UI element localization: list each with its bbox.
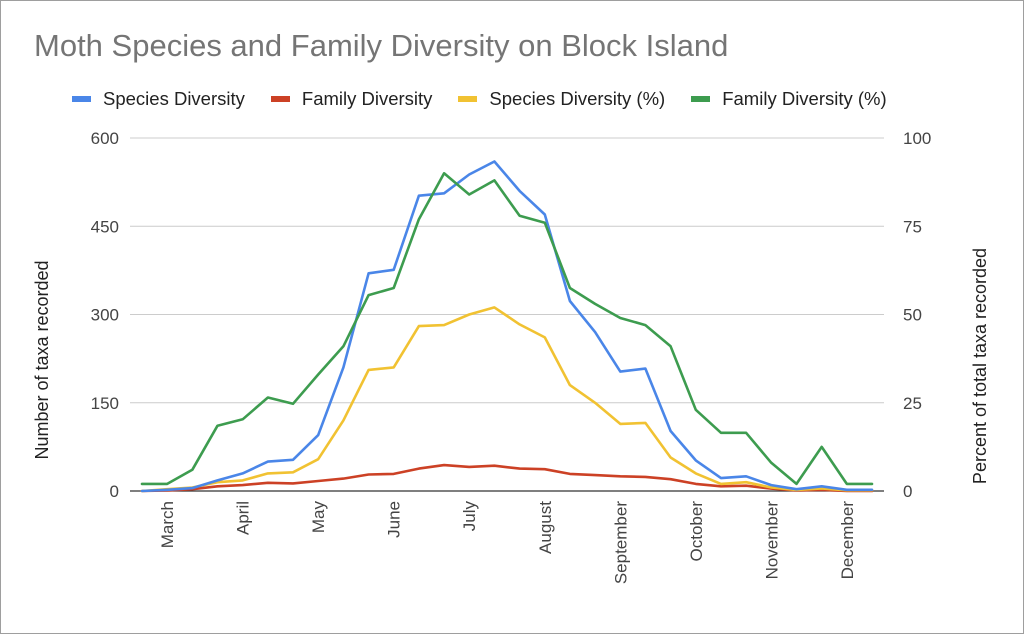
series-line-family-diversity [140, 172, 874, 486]
y-tick-label: 0 [110, 482, 119, 501]
x-tick-label: December [838, 501, 857, 580]
x-tick-label: April [234, 501, 253, 535]
legend-swatch [458, 96, 478, 102]
y-tick-label: 150 [91, 394, 119, 413]
legend-swatch [691, 96, 711, 102]
series-lines [140, 160, 874, 493]
y2-tick-label: 100 [903, 129, 931, 148]
y2-tick-label: 75 [903, 217, 922, 236]
y-tick-label: 600 [91, 129, 119, 148]
gridlines [130, 137, 884, 492]
series-line-species-diversity [140, 306, 874, 493]
chart-title: Moth Species and Family Diversity on Blo… [34, 28, 729, 63]
legend-item-species: Species Diversity [72, 88, 245, 110]
legend-swatch [270, 96, 290, 102]
y-tick-label: 300 [91, 306, 119, 325]
legend-swatch [72, 96, 91, 102]
legend-item-family-pct: Family Diversity (%) [691, 88, 887, 110]
y2-tick-label: 50 [903, 306, 922, 325]
y-axis-title: Number of taxa recorded [32, 260, 52, 459]
legend-label: Species Diversity (%) [489, 88, 666, 109]
legend-label: Family Diversity [301, 88, 433, 109]
x-tick-label: November [762, 501, 781, 580]
y2-axis-title: Percent of total taxa recorded [970, 248, 990, 484]
y2-tick-label: 0 [903, 482, 912, 501]
series-line-family-diversity [140, 463, 874, 493]
x-tick-label: July [460, 501, 479, 532]
x-tick-label: June [385, 501, 404, 538]
legend-item-species-pct: Species Diversity (%) [458, 88, 665, 110]
chart-legend: Species Diversity Family Diversity Speci… [72, 86, 913, 112]
legend-item-family: Family Diversity [270, 88, 433, 110]
y-tick-label: 450 [91, 217, 119, 236]
series-line-species-diversity [140, 160, 874, 493]
y2-tick-label: 25 [903, 394, 922, 413]
x-tick-label: August [536, 501, 555, 554]
legend-label: Family Diversity (%) [722, 88, 887, 109]
axis-ticks: 0 0 150 25 300 50 450 75 600 100 March April May June… [91, 129, 932, 584]
x-tick-label: September [611, 501, 630, 584]
legend-label: Species Diversity [103, 88, 245, 109]
x-tick-label: March [158, 501, 177, 548]
x-tick-label: May [309, 501, 328, 534]
x-tick-label: October [687, 501, 706, 562]
